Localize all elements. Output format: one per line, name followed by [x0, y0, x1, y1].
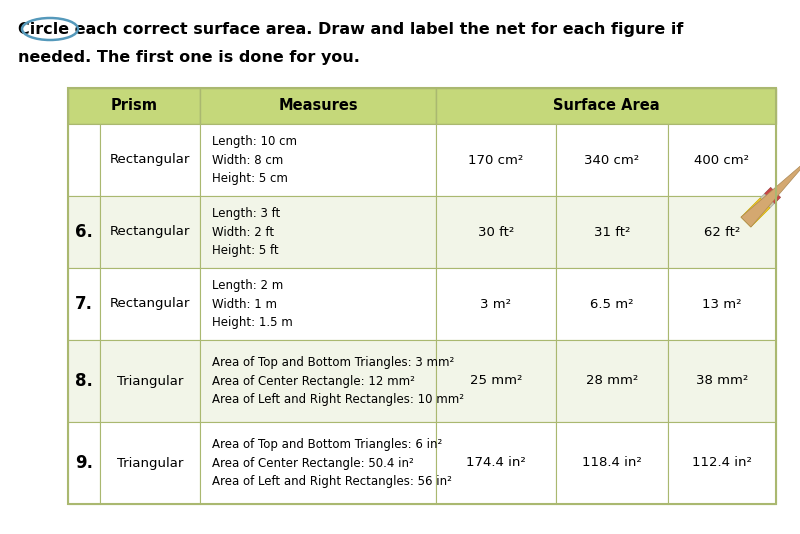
Bar: [68, 340, 100, 422]
Bar: [200, 340, 436, 422]
Text: Length: 2 m
Width: 1 m
Height: 1.5 m: Length: 2 m Width: 1 m Height: 1.5 m: [212, 279, 293, 329]
Bar: [68, 124, 100, 196]
Bar: [668, 268, 776, 340]
Bar: [68, 88, 200, 124]
Bar: [200, 196, 436, 268]
Bar: [436, 422, 556, 504]
Text: Circle each correct surface area. Draw and label the net for each figure if: Circle each correct surface area. Draw a…: [18, 22, 683, 37]
Text: 340 cm²: 340 cm²: [585, 153, 639, 167]
Bar: [68, 268, 100, 340]
Polygon shape: [764, 187, 781, 203]
Text: 174.4 in²: 174.4 in²: [466, 457, 526, 469]
Bar: [436, 124, 556, 196]
Text: Triangular: Triangular: [117, 374, 183, 388]
Text: 118.4 in²: 118.4 in²: [582, 457, 642, 469]
Polygon shape: [760, 194, 774, 208]
Bar: [100, 268, 200, 340]
Text: 31 ft²: 31 ft²: [594, 225, 630, 239]
Bar: [668, 124, 776, 196]
Bar: [556, 268, 668, 340]
Text: needed. The first one is done for you.: needed. The first one is done for you.: [18, 50, 360, 65]
Text: 30 ft²: 30 ft²: [478, 225, 514, 239]
Bar: [200, 88, 436, 124]
Text: 13 m²: 13 m²: [702, 297, 742, 310]
Text: 25 mm²: 25 mm²: [470, 374, 522, 388]
Bar: [556, 340, 668, 422]
Bar: [200, 124, 436, 196]
Bar: [100, 422, 200, 504]
Text: 28 mm²: 28 mm²: [586, 374, 638, 388]
Text: Area of Top and Bottom Triangles: 3 mm²
Area of Center Rectangle: 12 mm²
Area of: Area of Top and Bottom Triangles: 3 mm² …: [212, 356, 464, 406]
Text: Length: 3 ft
Width: 2 ft
Height: 5 ft: Length: 3 ft Width: 2 ft Height: 5 ft: [212, 207, 280, 257]
Text: 38 mm²: 38 mm²: [696, 374, 748, 388]
Text: 170 cm²: 170 cm²: [468, 153, 524, 167]
Text: Prism: Prism: [110, 98, 158, 114]
Bar: [436, 196, 556, 268]
Text: 3 m²: 3 m²: [481, 297, 511, 310]
Bar: [200, 422, 436, 504]
Text: 6.: 6.: [75, 223, 93, 241]
Bar: [68, 422, 100, 504]
Text: 9.: 9.: [75, 454, 93, 472]
Bar: [68, 88, 776, 504]
Bar: [436, 340, 556, 422]
Polygon shape: [741, 155, 800, 227]
Bar: [100, 124, 200, 196]
Text: 6.5 m²: 6.5 m²: [590, 297, 634, 310]
Text: Surface Area: Surface Area: [553, 98, 659, 114]
Text: Rectangular: Rectangular: [110, 225, 190, 239]
Text: Triangular: Triangular: [117, 457, 183, 469]
Text: Area of Top and Bottom Triangles: 6 in²
Area of Center Rectangle: 50.4 in²
Area : Area of Top and Bottom Triangles: 6 in² …: [212, 438, 452, 488]
Bar: [100, 196, 200, 268]
Text: 62 ft²: 62 ft²: [704, 225, 740, 239]
Text: Length: 10 cm
Width: 8 cm
Height: 5 cm: Length: 10 cm Width: 8 cm Height: 5 cm: [212, 135, 297, 185]
Text: Rectangular: Rectangular: [110, 153, 190, 167]
Text: Rectangular: Rectangular: [110, 297, 190, 310]
Bar: [668, 340, 776, 422]
Text: 7.: 7.: [75, 295, 93, 313]
Bar: [668, 422, 776, 504]
Bar: [556, 196, 668, 268]
Text: 400 cm²: 400 cm²: [694, 153, 750, 167]
Bar: [556, 124, 668, 196]
Bar: [68, 196, 100, 268]
Bar: [100, 340, 200, 422]
Bar: [436, 88, 776, 124]
Text: 8.: 8.: [75, 372, 93, 390]
Bar: [200, 268, 436, 340]
Text: 112.4 in²: 112.4 in²: [692, 457, 752, 469]
Bar: [436, 268, 556, 340]
Text: Measures: Measures: [278, 98, 358, 114]
Polygon shape: [741, 198, 770, 227]
Bar: [668, 196, 776, 268]
Bar: [556, 422, 668, 504]
